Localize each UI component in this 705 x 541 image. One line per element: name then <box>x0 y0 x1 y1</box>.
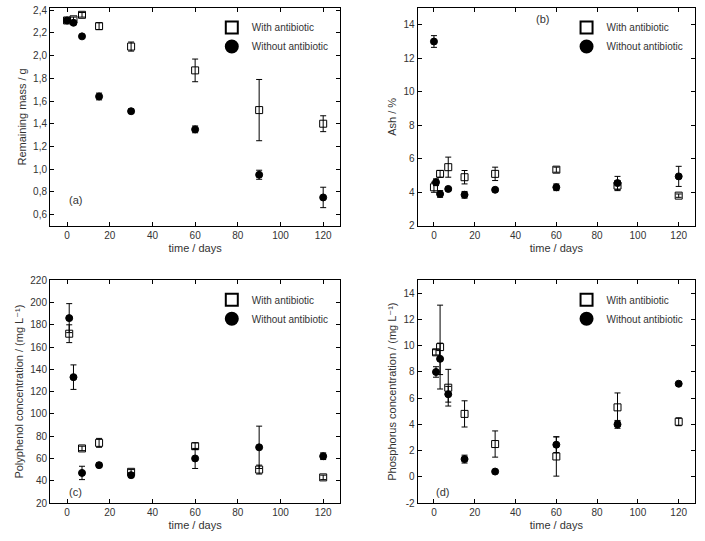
svg-text:Without antibiotic: Without antibiotic <box>607 314 683 325</box>
svg-text:0: 0 <box>64 230 70 241</box>
svg-text:10: 10 <box>404 86 416 97</box>
svg-text:100: 100 <box>30 408 47 419</box>
svg-text:1,4: 1,4 <box>33 118 47 129</box>
svg-text:-2: -2 <box>406 498 415 509</box>
svg-text:12: 12 <box>404 53 416 64</box>
svg-text:100: 100 <box>630 507 647 518</box>
svg-text:20: 20 <box>104 507 116 518</box>
svg-text:20: 20 <box>469 230 481 241</box>
svg-text:40: 40 <box>147 230 159 241</box>
svg-text:10: 10 <box>404 340 416 351</box>
svg-text:80: 80 <box>592 230 604 241</box>
svg-text:60: 60 <box>551 230 563 241</box>
svg-text:(d): (d) <box>436 486 449 498</box>
svg-text:Without antibiotic: Without antibiotic <box>252 41 328 52</box>
svg-text:120: 120 <box>315 230 332 241</box>
svg-text:0,6: 0,6 <box>33 209 47 220</box>
svg-text:100: 100 <box>630 230 647 241</box>
svg-text:120: 120 <box>670 230 687 241</box>
svg-text:80: 80 <box>232 507 244 518</box>
svg-text:8: 8 <box>409 120 415 131</box>
svg-text:2,0: 2,0 <box>33 50 47 61</box>
svg-text:14: 14 <box>404 288 416 299</box>
svg-text:1,6: 1,6 <box>33 96 47 107</box>
svg-text:80: 80 <box>36 431 48 442</box>
svg-text:Phosphorus concentration / (mg: Phosphorus concentration / (mg L⁻¹) <box>386 303 398 481</box>
svg-text:(c): (c) <box>69 486 82 498</box>
svg-text:100: 100 <box>272 230 289 241</box>
svg-text:4: 4 <box>409 419 415 430</box>
svg-text:1,0: 1,0 <box>33 164 47 175</box>
svg-text:220: 220 <box>30 275 47 286</box>
svg-text:(a): (a) <box>69 194 82 206</box>
svg-text:6: 6 <box>409 153 415 164</box>
svg-text:40: 40 <box>510 230 522 241</box>
svg-text:0: 0 <box>431 230 437 241</box>
svg-text:6: 6 <box>409 393 415 404</box>
svg-text:With antibiotic: With antibiotic <box>252 295 314 306</box>
svg-text:With antibiotic: With antibiotic <box>607 22 669 33</box>
svg-text:1,2: 1,2 <box>33 141 47 152</box>
svg-text:40: 40 <box>510 507 522 518</box>
svg-text:0: 0 <box>431 507 437 518</box>
svg-text:160: 160 <box>30 342 47 353</box>
svg-text:180: 180 <box>30 319 47 330</box>
svg-text:40: 40 <box>36 475 48 486</box>
svg-text:2,2: 2,2 <box>33 27 47 38</box>
svg-text:120: 120 <box>670 507 687 518</box>
svg-text:4: 4 <box>409 187 415 198</box>
svg-text:0: 0 <box>409 471 415 482</box>
svg-text:200: 200 <box>30 297 47 308</box>
svg-text:With antibiotic: With antibiotic <box>252 22 314 33</box>
svg-text:2: 2 <box>409 445 415 456</box>
svg-text:14: 14 <box>404 19 416 30</box>
svg-text:time / days: time / days <box>169 519 223 531</box>
svg-text:2,4: 2,4 <box>33 5 47 16</box>
svg-text:Without antibiotic: Without antibiotic <box>252 314 328 325</box>
svg-text:1,8: 1,8 <box>33 73 47 84</box>
svg-text:0: 0 <box>64 507 70 518</box>
svg-text:60: 60 <box>190 507 202 518</box>
svg-text:120: 120 <box>30 386 47 397</box>
svg-text:60: 60 <box>551 507 563 518</box>
svg-text:time / days: time / days <box>530 242 584 254</box>
svg-text:With antibiotic: With antibiotic <box>607 295 669 306</box>
svg-text:8: 8 <box>409 366 415 377</box>
svg-text:12: 12 <box>404 314 416 325</box>
svg-text:2: 2 <box>409 220 415 231</box>
svg-text:120: 120 <box>315 507 332 518</box>
svg-text:20: 20 <box>104 230 116 241</box>
svg-text:40: 40 <box>147 507 159 518</box>
svg-text:140: 140 <box>30 364 47 375</box>
svg-text:100: 100 <box>272 507 289 518</box>
svg-text:80: 80 <box>592 507 604 518</box>
svg-text:time / days: time / days <box>530 519 584 531</box>
svg-text:Ash / %: Ash / % <box>386 98 398 136</box>
svg-text:60: 60 <box>190 230 202 241</box>
svg-text:Without antibiotic: Without antibiotic <box>607 41 683 52</box>
svg-text:Remaining mass / g: Remaining mass / g <box>16 68 28 165</box>
svg-text:Polyphenol concentration / (mg: Polyphenol concentration / (mg L⁻¹) <box>13 305 25 479</box>
svg-text:0,8: 0,8 <box>33 186 47 197</box>
svg-text:60: 60 <box>36 453 48 464</box>
svg-text:(b): (b) <box>536 13 549 25</box>
svg-text:80: 80 <box>232 230 244 241</box>
svg-text:20: 20 <box>36 498 48 509</box>
svg-text:time / days: time / days <box>169 242 223 254</box>
svg-text:20: 20 <box>469 507 481 518</box>
